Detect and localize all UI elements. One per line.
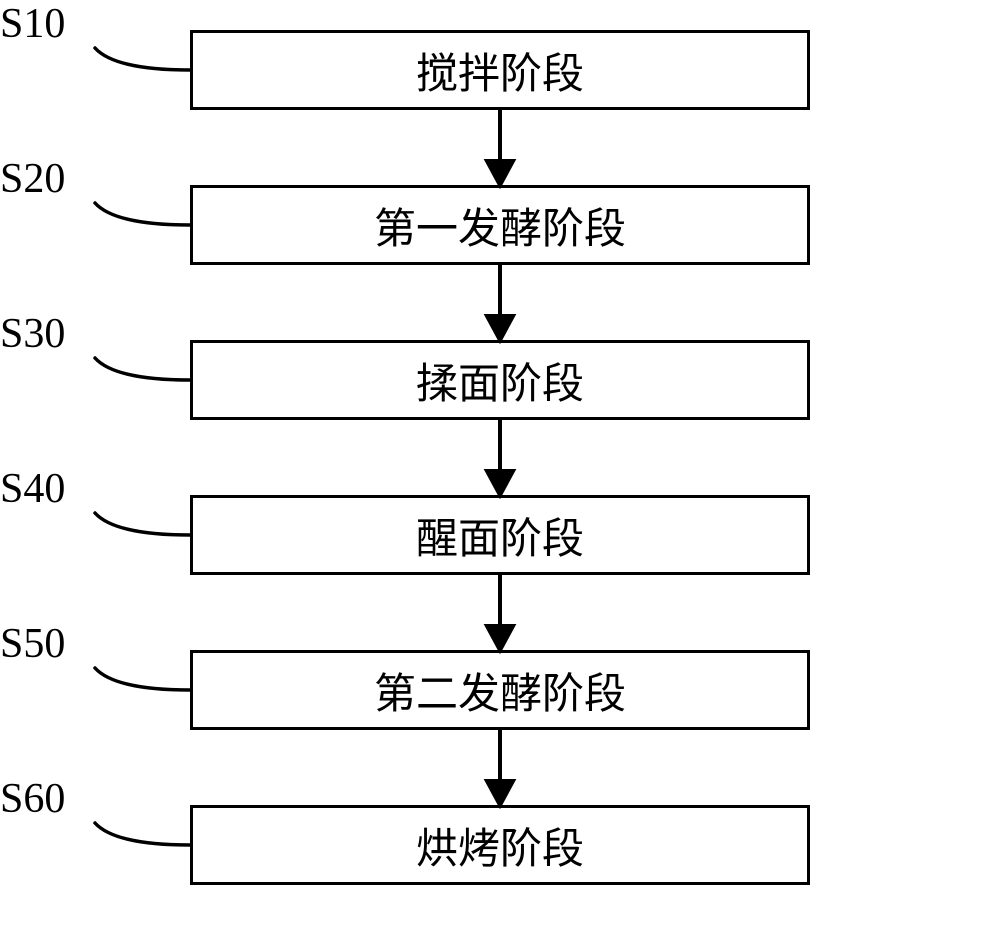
step-id-s30: S30 [0,310,65,358]
step-label: 搅拌阶段 [416,40,584,101]
step-label: 烘烤阶段 [416,815,584,876]
step-id-s40: S40 [0,465,65,513]
step-label: 第一发酵阶段 [374,195,626,256]
flowchart-canvas: S10 搅拌阶段 S20 第一发酵阶段 S30 揉面阶段 S40 醒面阶段 S5… [0,0,1000,952]
step-id-s10: S10 [0,0,65,48]
step-box-s20: 第一发酵阶段 [190,185,810,265]
step-box-s60: 烘烤阶段 [190,805,810,885]
step-label: 醒面阶段 [416,505,584,566]
step-box-s50: 第二发酵阶段 [190,650,810,730]
callout-s20 [95,203,190,225]
step-id-s60: S60 [0,775,65,823]
callout-s10 [95,48,190,70]
callout-s30 [95,358,190,380]
step-box-s40: 醒面阶段 [190,495,810,575]
step-box-s10: 搅拌阶段 [190,30,810,110]
step-label: 揉面阶段 [416,350,584,411]
callout-s50 [95,668,190,690]
callout-s60 [95,823,190,845]
callout-curves [95,48,190,845]
step-id-s50: S50 [0,620,65,668]
step-id-s20: S20 [0,155,65,203]
step-box-s30: 揉面阶段 [190,340,810,420]
callout-s40 [95,513,190,535]
step-label: 第二发酵阶段 [374,660,626,721]
